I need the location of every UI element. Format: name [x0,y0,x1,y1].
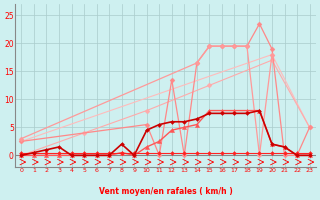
X-axis label: Vent moyen/en rafales ( km/h ): Vent moyen/en rafales ( km/h ) [99,187,232,196]
